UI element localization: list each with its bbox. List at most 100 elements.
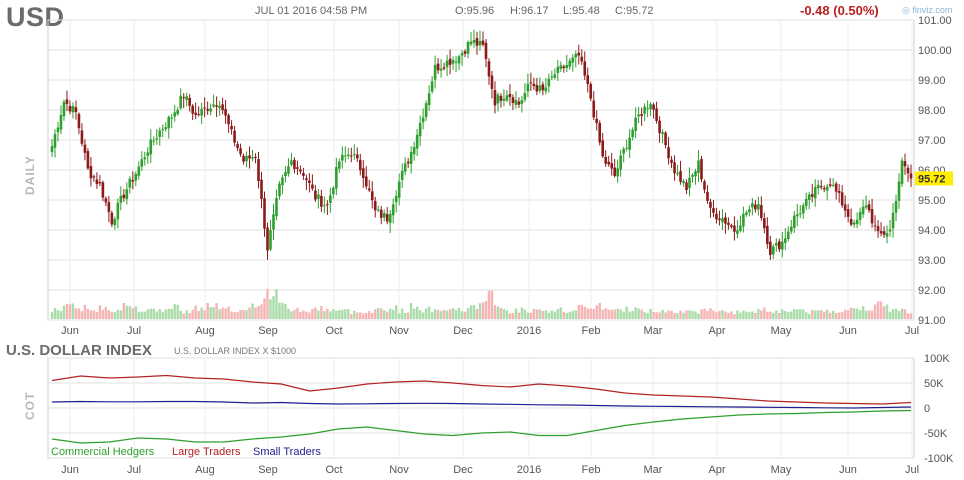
ticker-symbol: USD (6, 2, 65, 32)
candle-body (828, 184, 832, 186)
price-chart[interactable]: 101.00100.0099.0098.0097.0096.0095.0094.… (0, 0, 964, 340)
candle-body (520, 100, 524, 104)
volume-bar (107, 310, 111, 319)
volume-bar (586, 308, 589, 319)
volume-bar (748, 312, 751, 319)
candle-body (278, 183, 281, 197)
candle-body (700, 159, 703, 180)
candle-body (748, 209, 751, 213)
candle-body (338, 161, 341, 169)
index-name: U.S. DOLLAR INDEX (6, 342, 152, 359)
volume-bar (164, 309, 167, 319)
candle-body (769, 241, 772, 255)
legend-small-traders: Small Traders (253, 446, 321, 458)
candle-body (625, 147, 628, 149)
volume-bar (646, 313, 649, 319)
candle-body (421, 117, 425, 123)
volume-bar (460, 311, 464, 319)
candle-body (490, 75, 494, 89)
volume-bar (182, 313, 185, 319)
candle-body (568, 60, 572, 67)
candle-body (721, 218, 724, 223)
volume-bar (59, 311, 63, 319)
volume-bar (676, 313, 679, 319)
volume-bar (344, 309, 347, 319)
volume-bar (439, 310, 443, 319)
candle-body (514, 99, 518, 105)
quote-datetime: JUL 01 2016 04:58 PM (255, 5, 368, 17)
candle-body (631, 129, 634, 137)
volume-bar (742, 310, 745, 319)
price-y-tick-label: 101.00 (918, 15, 952, 27)
candle-body (589, 83, 593, 99)
volume-bar (751, 311, 754, 319)
cot-y-tick-label: -100K (924, 453, 954, 465)
volume-bar (394, 305, 398, 319)
volume-bar (463, 311, 467, 319)
volume-bar (652, 311, 655, 319)
brand-text: finviz.com (912, 5, 953, 15)
volume-bar (374, 309, 377, 319)
volume-bar (104, 306, 108, 319)
cot-series-line (51, 374, 912, 405)
candle-body (385, 214, 389, 222)
candle-body (347, 154, 350, 156)
candle-body (424, 103, 428, 118)
volume-bar (359, 312, 362, 319)
candle-body (224, 109, 227, 116)
volume-bar (287, 308, 290, 319)
volume-bar (619, 309, 622, 319)
volume-bar (311, 309, 314, 319)
candle-body (891, 212, 895, 229)
quote-close: C:95.72 (615, 5, 654, 17)
candle-body (766, 225, 769, 244)
candle-body (427, 93, 431, 105)
candle-body (173, 112, 177, 117)
price-x-tick-label: Nov (389, 325, 409, 337)
price-x-tick-label: Jul (905, 325, 919, 337)
candle-body (742, 213, 745, 227)
volume-bar (721, 310, 724, 319)
candle-body (403, 163, 407, 172)
candle-body (870, 209, 874, 224)
brand-logo[interactable]: ◎ finviz.com (902, 5, 952, 16)
candle-body (733, 225, 736, 232)
cot-chart[interactable]: 100K 50K 0 -50K -100K Jun Jul Aug Sep Oct Nov Dec 20… (0, 340, 964, 480)
volume-bar (406, 312, 410, 319)
candle-body (341, 154, 344, 161)
volume-bar (574, 310, 577, 319)
candle-body (397, 181, 401, 198)
candle-body (50, 146, 54, 153)
candle-body (320, 195, 323, 207)
candle-body (266, 227, 269, 251)
volume-bar (442, 309, 446, 319)
volume-bar (649, 308, 652, 319)
candle-body (98, 182, 102, 184)
candle-body (834, 183, 838, 192)
price-y-tick-label: 98.00 (918, 105, 946, 117)
volume-bar (74, 308, 78, 319)
volume-bar (754, 312, 757, 319)
volume-bar (260, 304, 263, 319)
candle-body (706, 191, 709, 201)
volume-bar (134, 306, 138, 319)
price-x-tick-label: Jul (127, 325, 141, 337)
price-y-tick-label: 100.00 (918, 45, 952, 57)
volume-bar (110, 311, 114, 319)
volume-bar (577, 304, 580, 319)
candle-body (544, 87, 548, 92)
volume-bar (353, 310, 356, 319)
volume-bar (341, 309, 344, 319)
volume-bar (658, 312, 661, 319)
volume-bar (769, 311, 772, 319)
volume-bar (496, 306, 500, 319)
candle-body (858, 211, 862, 220)
candle-body (760, 205, 763, 218)
volume-bar (484, 301, 488, 319)
volume-bar (368, 311, 371, 319)
volume-bar (68, 304, 72, 319)
candle-body (71, 106, 75, 113)
candle-body (137, 166, 141, 176)
candle-body (326, 204, 329, 206)
volume-bar (481, 302, 485, 319)
